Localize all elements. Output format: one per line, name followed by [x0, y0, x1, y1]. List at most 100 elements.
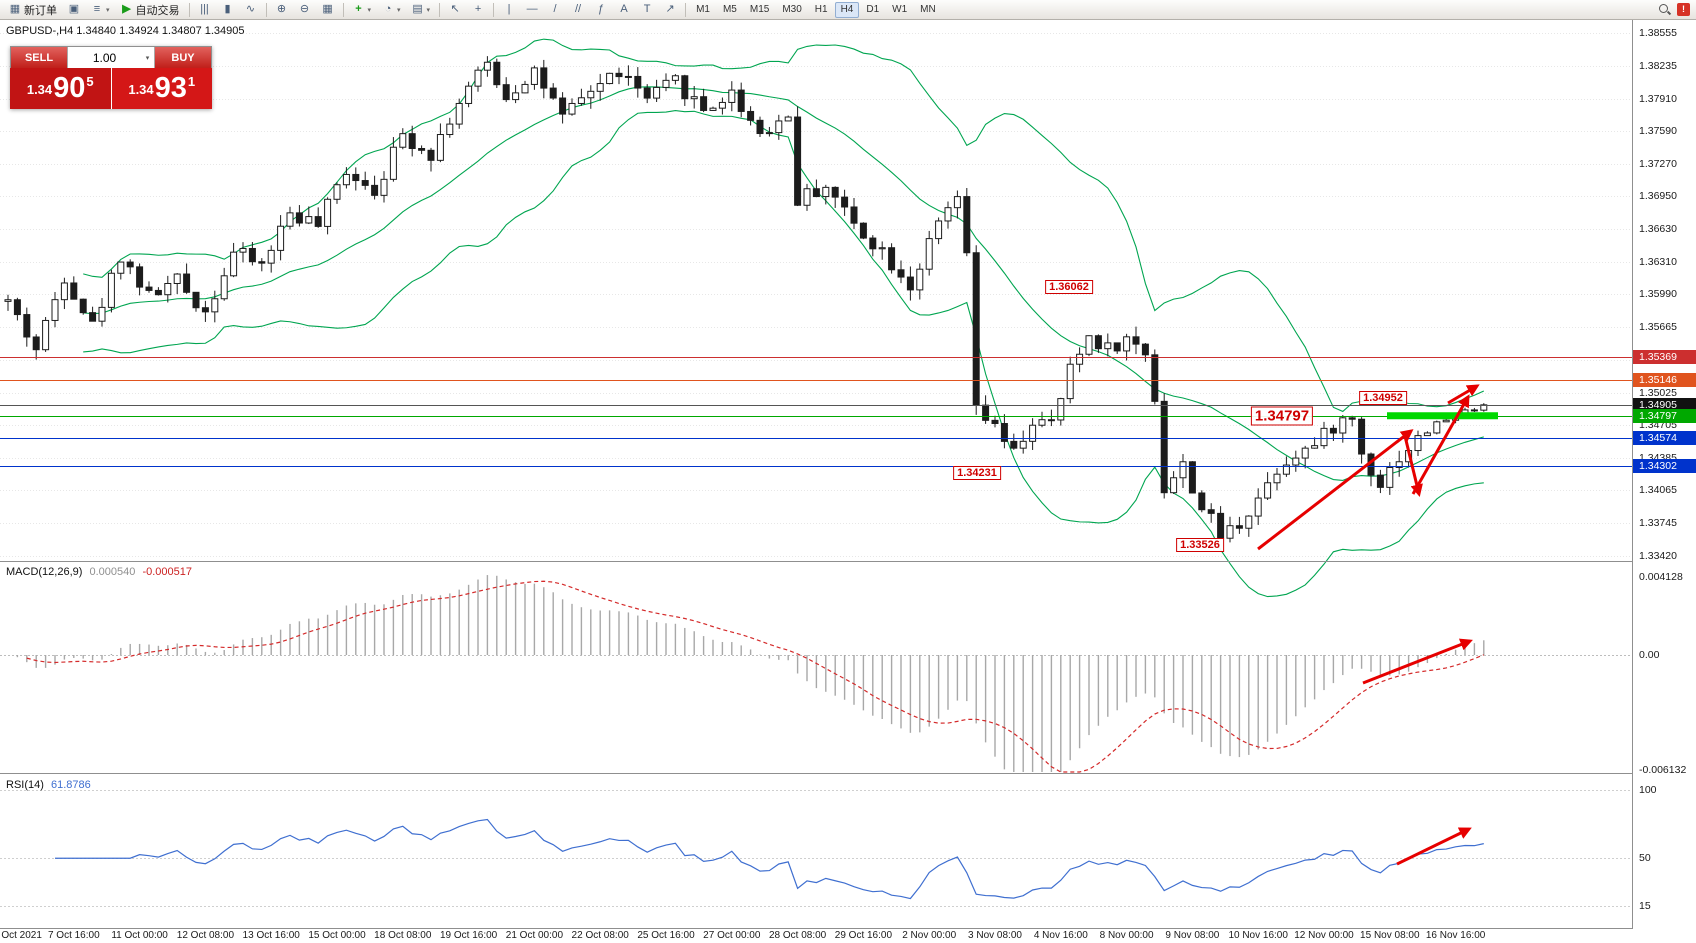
time-axis[interactable]: 4 Oct 2021 7 Oct 16:00 11 Oct 00:00 12 Oct …: [0, 930, 1632, 943]
channel-icon: //: [575, 3, 582, 15]
profiles-button[interactable]: ≡ ▾: [86, 1, 115, 18]
rsi-tick: 15: [1639, 900, 1651, 912]
price-scale[interactable]: 1.38555 1.38235 1.37910 1.37590 1.37270 1.369…: [1633, 20, 1696, 929]
rsi-name: RSI(14): [6, 779, 44, 791]
price-callout[interactable]: 1.36062: [1045, 279, 1093, 294]
autotrading-button[interactable]: ▶ 自动交易: [116, 1, 185, 18]
timeframe-w1[interactable]: W1: [886, 2, 913, 18]
price-tick: 1.37910: [1639, 92, 1677, 105]
toolbar-right-group: !: [1658, 3, 1692, 16]
rsi-line: [55, 818, 1484, 900]
buy-price-big: 93: [154, 72, 187, 104]
sell-button[interactable]: SELL: [11, 47, 67, 68]
toolbar-separator: [188, 2, 190, 17]
timeframe-m30[interactable]: M30: [776, 2, 807, 18]
toolbar: ▦ 新订单 ▣ ≡ ▾ ▶ 自动交易 ||| ▮ ∿ ⊕ ⊖ ▦ + ▾ ◔ ▾…: [0, 0, 1696, 20]
time-label: 12 Oct 08:00: [176, 930, 235, 941]
bar-chart-icon: |||: [200, 3, 209, 15]
vertical-line-button[interactable]: |: [498, 1, 520, 18]
macd-label: MACD(12,26,9) 0.000540 -0.000517: [6, 566, 192, 578]
price-tick: 1.35025: [1639, 386, 1677, 399]
periods-button[interactable]: ◔ ▾: [377, 1, 406, 18]
timeframe-m1[interactable]: M1: [690, 2, 716, 18]
bar-chart-button[interactable]: |||: [194, 1, 216, 18]
volume-input[interactable]: [68, 49, 141, 66]
price-badge: 1.34905: [1633, 397, 1696, 412]
time-label: 18 Oct 08:00: [374, 930, 432, 941]
price-tick: 1.36950: [1639, 190, 1677, 203]
trendline-button[interactable]: /: [544, 1, 566, 18]
toolbar-separator: [685, 2, 687, 17]
buy-price[interactable]: 1.34 93 1: [111, 68, 212, 109]
line-chart-button[interactable]: ∿: [240, 1, 262, 18]
time-label: 11 Oct 00:00: [111, 930, 168, 941]
price-callout[interactable]: 1.34797: [1250, 406, 1314, 426]
horizontal-line-button[interactable]: —: [521, 1, 543, 18]
price-badge: 1.35146: [1633, 373, 1696, 388]
timeframe-h1[interactable]: H1: [809, 2, 834, 18]
time-label: 7 Oct 16:00: [47, 930, 100, 941]
price-callout[interactable]: 1.34231: [953, 466, 1001, 481]
toolbar-separator: [439, 2, 441, 17]
price-tick: 1.33745: [1639, 516, 1677, 529]
macd-tick: 0.00: [1639, 649, 1660, 661]
macd-histogram: [16, 575, 1485, 772]
buy-price-sup: 1: [187, 74, 196, 89]
sell-price-prefix: 1.34: [26, 82, 53, 97]
crosshair-icon: +: [474, 3, 482, 15]
time-label: 29 Oct 16:00: [834, 930, 893, 941]
templates-button[interactable]: ▤ ▾: [407, 1, 436, 18]
arrows-tool-button[interactable]: ↗: [659, 1, 681, 18]
price-badge: 1.34302: [1633, 459, 1696, 474]
sell-price[interactable]: 1.34 90 5: [10, 68, 112, 109]
indicators-button[interactable]: + ▾: [348, 1, 377, 18]
tile-windows-button[interactable]: ▦: [317, 1, 339, 18]
volume-caret-icon[interactable]: ▾: [145, 54, 150, 62]
time-label: 15 Oct 00:00: [308, 930, 366, 941]
profiles-icon: ≡: [93, 3, 101, 15]
timeframe-mn[interactable]: MN: [914, 2, 942, 18]
zoom-in-icon: ⊕: [276, 3, 287, 15]
fibonacci-button[interactable]: ƒ: [590, 1, 612, 18]
zoom-out-button[interactable]: ⊖: [294, 1, 316, 18]
timeframe-bar: M1 M5 M15 M30 H1 H4 D1 W1 MN: [690, 1, 942, 18]
zoom-out-icon: ⊖: [299, 3, 310, 15]
timeframe-m15[interactable]: M15: [744, 2, 775, 18]
zoom-in-button[interactable]: ⊕: [271, 1, 293, 18]
price-tick: 1.35990: [1639, 288, 1677, 301]
trade-panel-prices: 1.34 90 5 1.34 93 1: [10, 68, 212, 109]
trend-arrows[interactable]: [1257, 384, 1480, 866]
candlestick-chart-button[interactable]: ▮: [217, 1, 239, 18]
channel-button[interactable]: //: [567, 1, 589, 18]
search-icon[interactable]: [1658, 3, 1671, 16]
cursor-button[interactable]: ↖: [444, 1, 466, 18]
price-tick: 1.36310: [1639, 255, 1677, 268]
line-chart-icon: ∿: [245, 3, 256, 15]
timeframe-h4[interactable]: H4: [834, 1, 860, 18]
timeframe-m5[interactable]: M5: [717, 2, 743, 18]
text-icon: A: [620, 3, 628, 15]
alert-icon[interactable]: !: [1677, 3, 1690, 16]
periods-clock-icon: ◔: [384, 3, 392, 15]
toolbar-separator: [265, 2, 267, 17]
price-callout[interactable]: 1.33526: [1176, 538, 1224, 553]
text-button[interactable]: A: [613, 1, 635, 18]
volume-box: ▾: [67, 47, 155, 68]
price-callout[interactable]: 1.34952: [1359, 391, 1407, 406]
timeframe-d1[interactable]: D1: [860, 2, 885, 18]
new-order-button[interactable]: ▦ 新订单: [4, 1, 62, 18]
crosshair-button[interactable]: +: [467, 1, 489, 18]
buy-button[interactable]: BUY: [155, 47, 211, 68]
macd-main-value: 0.000540: [89, 566, 136, 578]
text-label-button[interactable]: T: [636, 1, 658, 18]
chart-window-icon: ▣: [68, 3, 80, 15]
horizontal-line-icon: —: [526, 3, 538, 15]
price-level-lines: [0, 357, 1632, 467]
autotrading-play-icon: ▶: [122, 3, 131, 15]
toolbar-separator: [493, 2, 495, 17]
green-zone-bar[interactable]: [1387, 412, 1498, 420]
chart-window-button[interactable]: ▣: [63, 1, 85, 18]
sell-price-big: 90: [53, 72, 86, 104]
time-label: 4 Oct 2021: [0, 930, 42, 941]
